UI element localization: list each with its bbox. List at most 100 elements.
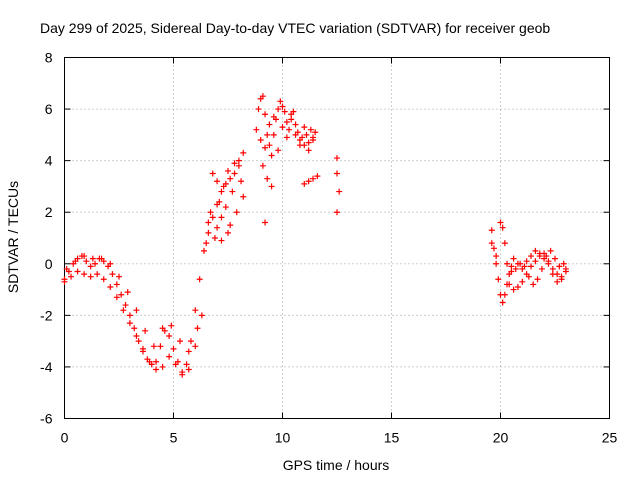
- data-point: [220, 183, 227, 190]
- data-point: [94, 271, 101, 278]
- data-point: [205, 229, 212, 236]
- data-point: [231, 170, 238, 177]
- data-point: [495, 276, 502, 283]
- data-point: [179, 371, 186, 378]
- data-point: [521, 263, 528, 270]
- data-point: [196, 276, 203, 283]
- data-point: [279, 124, 286, 131]
- y-tick-label: -6: [40, 411, 53, 427]
- data-point: [259, 93, 266, 100]
- data-point: [275, 147, 282, 154]
- data-point: [74, 268, 81, 275]
- data-point: [209, 170, 216, 177]
- data-point: [499, 224, 506, 231]
- data-point: [517, 260, 524, 267]
- data-point: [185, 366, 192, 373]
- series-late-scatter: [301, 155, 343, 216]
- data-point: [229, 188, 236, 195]
- data-point: [166, 353, 173, 360]
- data-point: [92, 260, 99, 267]
- data-point: [235, 157, 242, 164]
- data-point: [255, 106, 262, 113]
- data-point: [133, 307, 140, 314]
- x-tick-label: 15: [384, 430, 400, 446]
- data-point: [218, 237, 225, 244]
- data-point: [314, 173, 321, 180]
- data-point: [268, 152, 275, 159]
- data-point: [305, 147, 312, 154]
- data-point: [201, 247, 208, 254]
- data-point: [227, 222, 234, 229]
- data-point: [131, 325, 138, 332]
- data-point: [552, 255, 558, 262]
- data-point: [209, 214, 216, 221]
- data-point: [168, 322, 175, 329]
- y-tick-label: 6: [45, 101, 53, 117]
- data-point: [336, 188, 343, 195]
- data-point: [288, 116, 295, 123]
- data-point: [100, 276, 107, 283]
- data-point: [194, 325, 201, 332]
- data-point: [275, 106, 282, 113]
- x-tick-labels: 0 5 10 15 20 25: [61, 430, 618, 446]
- data-point: [554, 278, 561, 285]
- data-point: [292, 131, 299, 138]
- data-point: [227, 175, 234, 182]
- data-point: [113, 294, 120, 301]
- data-point: [305, 178, 312, 185]
- data-point: [218, 214, 225, 221]
- data-point: [109, 271, 116, 278]
- axis-ticks: [64, 57, 610, 419]
- data-point: [207, 209, 214, 216]
- data-point: [166, 332, 173, 339]
- data-point: [264, 131, 271, 138]
- data-point: [501, 291, 508, 298]
- x-tick-label: 20: [493, 430, 509, 446]
- data-point: [488, 227, 495, 234]
- data-point: [120, 307, 127, 314]
- data-point: [233, 209, 240, 216]
- data-point: [305, 139, 312, 146]
- data-point: [301, 180, 308, 187]
- x-axis-label: GPS time / hours: [283, 457, 390, 473]
- data-point: [68, 273, 75, 280]
- data-point: [286, 126, 293, 133]
- data-point: [281, 108, 288, 115]
- data-point: [187, 338, 194, 345]
- data-points: [61, 93, 569, 378]
- data-point: [268, 183, 275, 190]
- data-point: [124, 289, 131, 296]
- data-point: [534, 276, 541, 283]
- data-point: [266, 121, 273, 128]
- data-point: [205, 219, 212, 226]
- plot-frame: [64, 57, 610, 419]
- data-point: [192, 307, 199, 314]
- data-point: [530, 281, 537, 288]
- data-point: [172, 361, 179, 368]
- data-point: [562, 265, 569, 272]
- data-point: [549, 265, 556, 272]
- data-point: [270, 113, 277, 120]
- data-point: [493, 253, 500, 260]
- data-point: [277, 98, 284, 105]
- y-tick-label: 0: [45, 256, 53, 272]
- data-point: [519, 278, 526, 285]
- series-main-trace: [61, 162, 242, 376]
- data-point: [508, 268, 515, 275]
- data-point: [501, 240, 508, 247]
- data-point: [262, 219, 269, 226]
- y-tick-label: 8: [45, 50, 53, 66]
- data-point: [153, 358, 160, 365]
- data-point: [225, 229, 231, 236]
- y-tick-label: 4: [45, 153, 53, 169]
- data-point: [159, 325, 166, 332]
- data-point: [536, 253, 543, 260]
- data-point: [262, 144, 269, 151]
- x-tick-label: 25: [602, 430, 618, 446]
- data-point: [525, 273, 532, 280]
- y-tick-label: -4: [40, 359, 53, 375]
- data-point: [497, 219, 504, 226]
- data-point: [334, 170, 340, 177]
- data-point: [222, 204, 229, 211]
- data-point: [87, 273, 94, 280]
